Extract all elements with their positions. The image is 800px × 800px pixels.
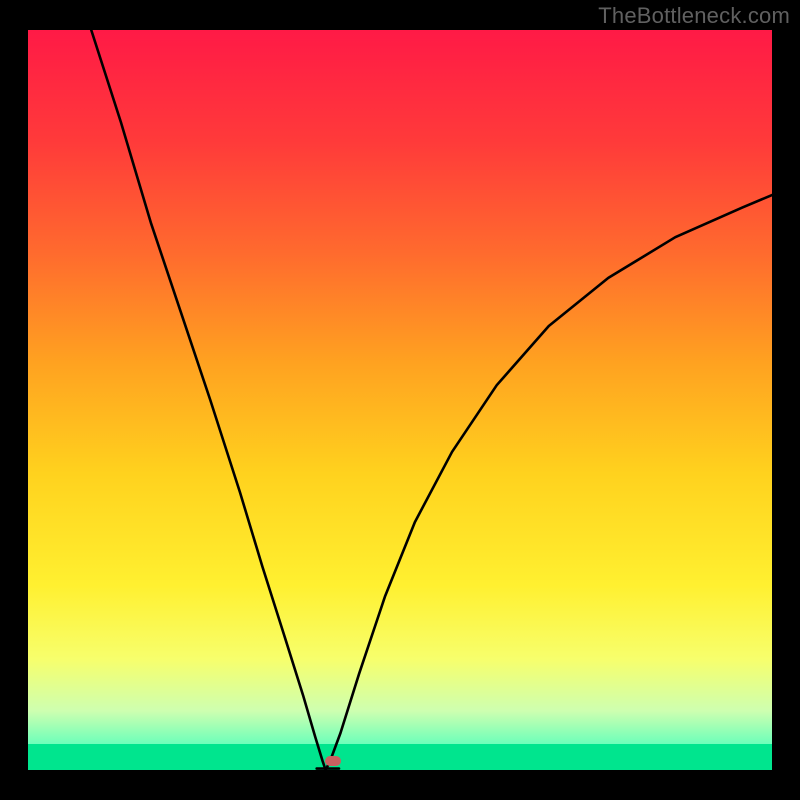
bottleneck-curve-right [326,195,772,770]
bottleneck-curve-left [91,30,325,770]
curve-layer [28,30,772,770]
chart-frame [0,0,800,800]
watermark-label: TheBottleneck.com [598,3,790,29]
minimum-marker [325,756,341,766]
plot-area [28,30,772,770]
